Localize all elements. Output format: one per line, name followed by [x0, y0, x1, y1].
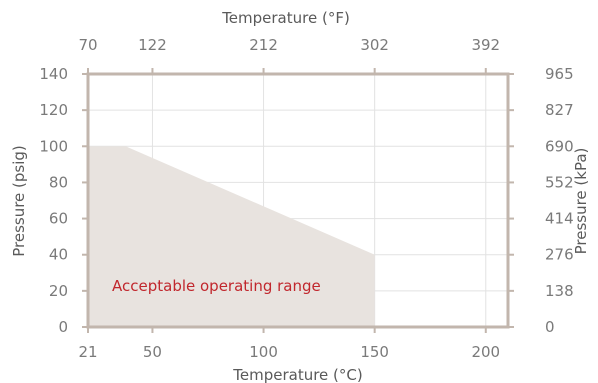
- y-right-tick-label: 690: [545, 137, 574, 155]
- y-right-tick-label: 414: [545, 210, 574, 228]
- x-bottom-axis-title: Temperature (°C): [232, 366, 362, 383]
- y-left-tick-label: 80: [49, 173, 68, 191]
- x-bottom-tick-label: 50: [143, 343, 162, 361]
- y-left-tick-label: 140: [39, 65, 68, 83]
- x-top-tick-label: 302: [360, 36, 389, 54]
- plot-frame: [86, 72, 510, 329]
- y-left-tick-label: 0: [58, 318, 68, 336]
- tick-labels: 0 20 40 60 80 100 120 140 0 138 276 414 552 690 827 965…: [39, 36, 573, 361]
- x-top-axis-title: Temperature (°F): [221, 9, 350, 27]
- y-right-tick-label: 0: [545, 318, 555, 336]
- y-right-tick-label: 827: [545, 101, 574, 119]
- y-left-axis-title: Pressure (psig): [10, 145, 28, 257]
- x-bottom-tick-label: 100: [249, 343, 278, 361]
- acceptable-range-label: Acceptable operating range: [112, 277, 321, 295]
- y-left-tick-label: 100: [39, 137, 68, 155]
- y-left-tick-label: 40: [49, 246, 68, 264]
- x-top-tick-label: 392: [471, 36, 500, 54]
- y-right-axis-title: Pressure (kPa): [572, 148, 590, 255]
- x-bottom-tick-label: 21: [78, 343, 97, 361]
- y-left-tick-label: 20: [49, 282, 68, 300]
- y-right-tick-label: 276: [545, 246, 574, 264]
- x-top-tick-label: 122: [138, 36, 167, 54]
- acceptable-range-area: [88, 146, 375, 327]
- y-right-tick-label: 965: [545, 65, 574, 83]
- x-bottom-tick-label: 200: [471, 343, 500, 361]
- x-top-tick-label: 212: [249, 36, 278, 54]
- x-top-tick-label: 70: [78, 36, 97, 54]
- x-bottom-tick-label: 150: [360, 343, 389, 361]
- y-left-tick-label: 60: [49, 210, 68, 228]
- y-left-tick-label: 120: [39, 101, 68, 119]
- y-right-tick-label: 138: [545, 282, 574, 300]
- y-right-tick-label: 552: [545, 173, 574, 191]
